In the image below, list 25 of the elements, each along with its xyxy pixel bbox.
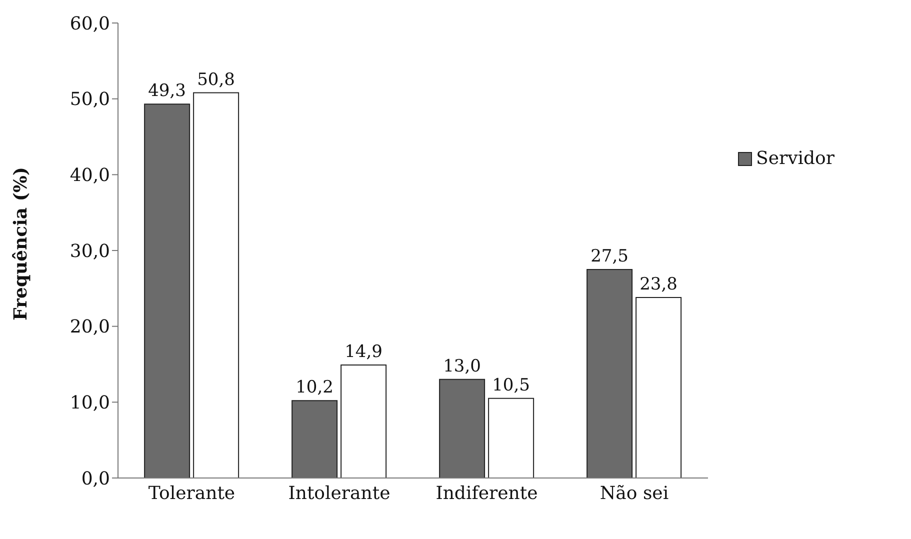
data-label: 10,2 [296, 378, 334, 398]
bar [193, 92, 240, 478]
data-label: 10,5 [492, 375, 530, 396]
y-tick-label: 40,0 [70, 165, 110, 186]
x-tick-label: Intolerante [288, 482, 390, 504]
bar [340, 364, 387, 478]
y-tick-label: 10,0 [70, 392, 110, 414]
y-axis-title: Frequência (%) [10, 167, 32, 320]
legend-label: Servidor [756, 148, 834, 169]
data-label: 23,8 [640, 274, 678, 295]
bar [488, 398, 534, 478]
y-tick-label: 30,0 [70, 240, 110, 262]
data-label: 14,9 [344, 342, 382, 362]
y-tick-label: 60,0 [70, 13, 110, 34]
data-label: 50,8 [197, 70, 235, 90]
x-tick-label: Tolerante [148, 482, 236, 504]
y-tick-label: 50,0 [70, 89, 110, 110]
data-label: 49,3 [148, 81, 186, 102]
y-tick-label: 20,0 [70, 316, 110, 338]
x-tick-label: Não sei [600, 482, 669, 504]
y-tick-label: 0,0 [81, 468, 110, 490]
data-label: 13,0 [443, 356, 481, 376]
bar [636, 297, 682, 478]
x-tick-label: Indiferente [436, 482, 538, 504]
data-label: 27,5 [590, 246, 628, 266]
